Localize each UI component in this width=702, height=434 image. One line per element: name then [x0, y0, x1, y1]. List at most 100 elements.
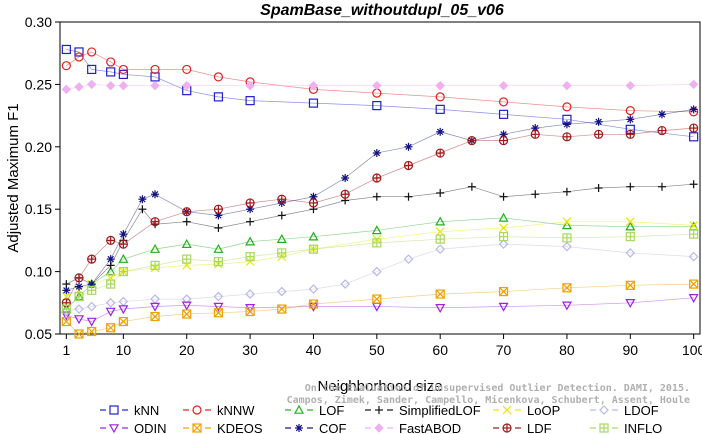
data-point-ldf [75, 274, 83, 282]
data-point-ldf [183, 208, 191, 216]
data-point-ldf [246, 199, 254, 207]
series-line-ldf [66, 128, 693, 303]
x-tick-label: 20 [179, 342, 195, 358]
legend-marker-odin [110, 425, 118, 432]
data-point-ldf [595, 130, 603, 138]
data-point-odin [88, 318, 96, 325]
legend-marker-simplifiedlof [375, 406, 383, 414]
y-axis-title: Adjusted Maximum F1 [5, 103, 22, 252]
data-point-simplifiedlof [595, 184, 603, 192]
legend-label-lof: LOF [319, 403, 344, 418]
data-point-simplifiedlof [626, 183, 634, 191]
x-tick-label: 1 [62, 342, 70, 358]
data-point-fastabod [309, 82, 317, 90]
legend-item-kdeos: KDEOS [183, 421, 263, 434]
data-point-cof [107, 255, 115, 263]
data-point-fastabod [626, 82, 634, 90]
series-line-odin [66, 298, 693, 322]
data-point-ldf [626, 130, 634, 138]
data-point-simplifiedlof [658, 183, 666, 191]
data-point-cof [138, 195, 146, 203]
x-tick-label: 60 [432, 342, 448, 358]
legend-label-inflo: INFLO [624, 421, 662, 434]
data-point-simplifiedlof [436, 189, 444, 197]
data-point-ldf [88, 255, 96, 263]
data-point-inflo [690, 230, 698, 238]
data-point-fastabod [500, 82, 508, 90]
data-point-odin [373, 303, 381, 310]
chart: SpamBase_withoutdupl_05_v06 Adjusted Max… [0, 0, 702, 434]
data-point-inflo [626, 233, 634, 241]
legend-item-cof: COF [285, 421, 347, 434]
data-point-fastabod [75, 83, 83, 91]
data-point-ldf [500, 137, 508, 145]
x-tick-label: 30 [242, 342, 258, 358]
data-point-ldf [278, 195, 286, 203]
data-point-inflo [500, 233, 508, 241]
data-point-cof [690, 105, 698, 113]
data-point-cof [151, 190, 159, 198]
data-point-fastabod [436, 82, 444, 90]
legend-label-loop: LoOP [527, 403, 560, 418]
legend-item-odin: ODIN [100, 421, 167, 434]
data-point-fastabod [563, 82, 571, 90]
data-point-fastabod [62, 85, 70, 93]
data-point-cof [62, 286, 70, 294]
legend: kNN kNNW LOF SimplifiedLOF LoOP LDOFODIN KDEOS… [100, 403, 662, 434]
data-point-ldf [405, 162, 413, 170]
data-point-simplifiedlof [278, 211, 286, 219]
legend-item-fastabod: FastABOD [365, 421, 461, 434]
legend-label-fastabod: FastABOD [399, 421, 461, 434]
series-line-knnw [66, 52, 693, 112]
data-point-cof [563, 120, 571, 128]
chart-title: SpamBase_withoutdupl_05_v06 [260, 2, 504, 19]
data-point-simplifiedlof [214, 224, 222, 232]
data-point-cof [373, 149, 381, 157]
x-tick-label: 70 [496, 342, 512, 358]
data-point-simplifiedlof [563, 188, 571, 196]
data-point-fastabod [246, 82, 254, 90]
data-point-fastabod [690, 80, 698, 88]
data-point-simplifiedlof [373, 193, 381, 201]
data-point-fastabod [88, 80, 96, 88]
data-point-simplifiedlof [500, 193, 508, 201]
legend-label-knnw: kNNW [217, 403, 255, 418]
legend-label-knn: kNN [134, 403, 159, 418]
data-point-ldf [309, 199, 317, 207]
series-kdeos [62, 280, 697, 338]
series-line-cof [66, 109, 693, 290]
data-point-simplifiedlof [468, 183, 476, 191]
data-point-fastabod [183, 82, 191, 90]
legend-item-inflo: INFLO [590, 421, 662, 434]
y-tick-label: 0.30 [25, 14, 52, 30]
series-line-kdeos [66, 284, 693, 334]
legend-marker-ldof [600, 406, 608, 414]
data-point-lof [183, 240, 191, 247]
legend-marker-lof [295, 406, 303, 413]
data-point-cof [119, 230, 127, 238]
legend-marker-knnw [193, 406, 201, 414]
data-point-odin [107, 308, 115, 315]
data-point-kdeos [119, 318, 127, 326]
series-layer [62, 45, 697, 338]
legend-marker-fastabod [375, 424, 383, 432]
data-point-ldf [341, 190, 349, 198]
x-tick-label: 80 [559, 342, 575, 358]
data-point-ldf [658, 127, 666, 135]
legend-marker-cof [295, 424, 303, 432]
data-point-ldf [373, 174, 381, 182]
x-tick-label: 10 [116, 342, 132, 358]
y-tick-label: 0.10 [25, 264, 52, 280]
data-point-ldf [690, 124, 698, 132]
data-point-cof [405, 143, 413, 151]
data-point-ldf [563, 133, 571, 141]
legend-marker-ldf [503, 424, 511, 432]
data-point-fastabod [119, 82, 127, 90]
legend-item-ldf: LDF [493, 421, 552, 434]
data-point-simplifiedlof [690, 180, 698, 188]
data-point-cof [626, 115, 634, 123]
data-point-lof [500, 214, 508, 221]
legend-marker-kdeos [193, 424, 201, 432]
legend-label-odin: ODIN [134, 421, 167, 434]
x-tick-label: 90 [623, 342, 639, 358]
